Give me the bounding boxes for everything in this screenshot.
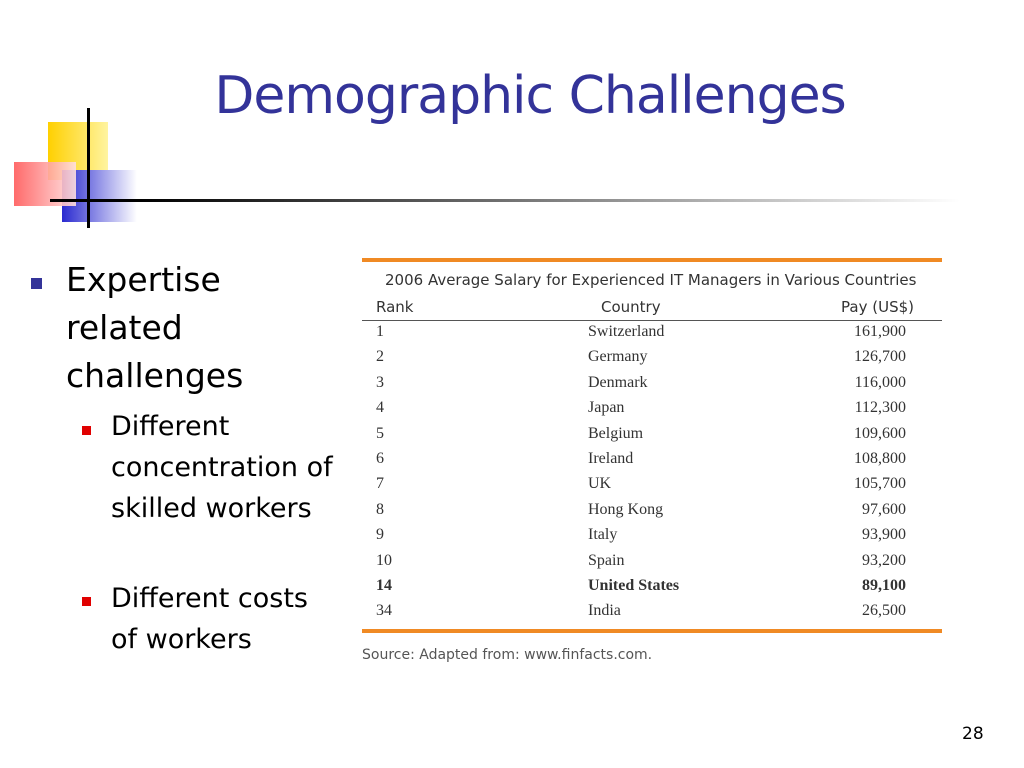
sub-bullet-text: Different costs of workers bbox=[111, 583, 308, 655]
sub-bullet-text: Different concentration of skilled worke… bbox=[111, 411, 333, 524]
country-cell: Ireland bbox=[588, 450, 634, 467]
bullet bbox=[31, 278, 42, 289]
country-cell: Germany bbox=[588, 348, 648, 366]
table-bottom-rule bbox=[362, 629, 942, 633]
header-rule bbox=[362, 320, 942, 321]
logo-vline bbox=[87, 108, 90, 228]
rank-cell: 6 bbox=[376, 450, 384, 467]
country-cell: Belgium bbox=[588, 424, 644, 442]
rank-cell: 2 bbox=[376, 348, 384, 366]
rank-cell: 34 bbox=[376, 602, 392, 620]
page-number: 28 bbox=[962, 724, 984, 744]
column-header: Rank bbox=[376, 298, 414, 316]
rank-cell: 7 bbox=[376, 475, 384, 493]
pay-cell: 93,900 bbox=[862, 526, 906, 544]
country-cell: Italy bbox=[588, 526, 618, 544]
country-cell: Denmark bbox=[588, 373, 648, 391]
country-cell: Spain bbox=[588, 551, 625, 569]
slide-title: Demographic Challenges bbox=[214, 66, 846, 126]
country-cell: Hong Kong bbox=[588, 500, 664, 518]
pay-cell: 109,600 bbox=[854, 424, 906, 442]
column-header: Country bbox=[601, 298, 661, 316]
pay-cell: 89,100 bbox=[862, 577, 906, 594]
sub-bullet bbox=[82, 597, 91, 606]
pay-cell: 26,500 bbox=[862, 602, 906, 620]
pay-cell: 126,700 bbox=[854, 348, 906, 366]
table-source: Source: Adapted from: www.finfacts.com. bbox=[362, 647, 653, 663]
rank-cell: 9 bbox=[376, 526, 384, 544]
pay-cell: 108,800 bbox=[854, 450, 906, 467]
title-rule bbox=[50, 199, 960, 202]
pay-cell: 161,900 bbox=[854, 323, 906, 340]
country-cell: India bbox=[588, 602, 621, 620]
country-cell: Japan bbox=[588, 399, 625, 417]
pay-cell: 105,700 bbox=[854, 475, 906, 493]
rank-cell: 5 bbox=[376, 424, 384, 442]
sub-bullet bbox=[82, 426, 91, 435]
table-top-rule bbox=[362, 258, 942, 262]
bullet-text: Expertise related challenges bbox=[66, 260, 244, 395]
country-cell: United States bbox=[588, 577, 680, 594]
pay-cell: 112,300 bbox=[854, 399, 906, 417]
rank-cell: 14 bbox=[376, 577, 392, 594]
rank-cell: 8 bbox=[376, 500, 384, 518]
rank-cell: 4 bbox=[376, 399, 384, 417]
pay-cell: 93,200 bbox=[862, 551, 906, 569]
rank-cell: 10 bbox=[376, 551, 392, 569]
column-header: Pay (US$) bbox=[841, 298, 914, 316]
country-cell: Switzerland bbox=[588, 323, 665, 340]
pay-cell: 116,000 bbox=[854, 373, 906, 391]
rank-cell: 3 bbox=[376, 373, 384, 391]
pay-cell: 97,600 bbox=[862, 500, 906, 518]
table-title: 2006 Average Salary for Experienced IT M… bbox=[385, 271, 917, 289]
country-cell: UK bbox=[588, 475, 612, 493]
logo-red bbox=[14, 162, 76, 206]
rank-cell: 1 bbox=[376, 323, 384, 340]
